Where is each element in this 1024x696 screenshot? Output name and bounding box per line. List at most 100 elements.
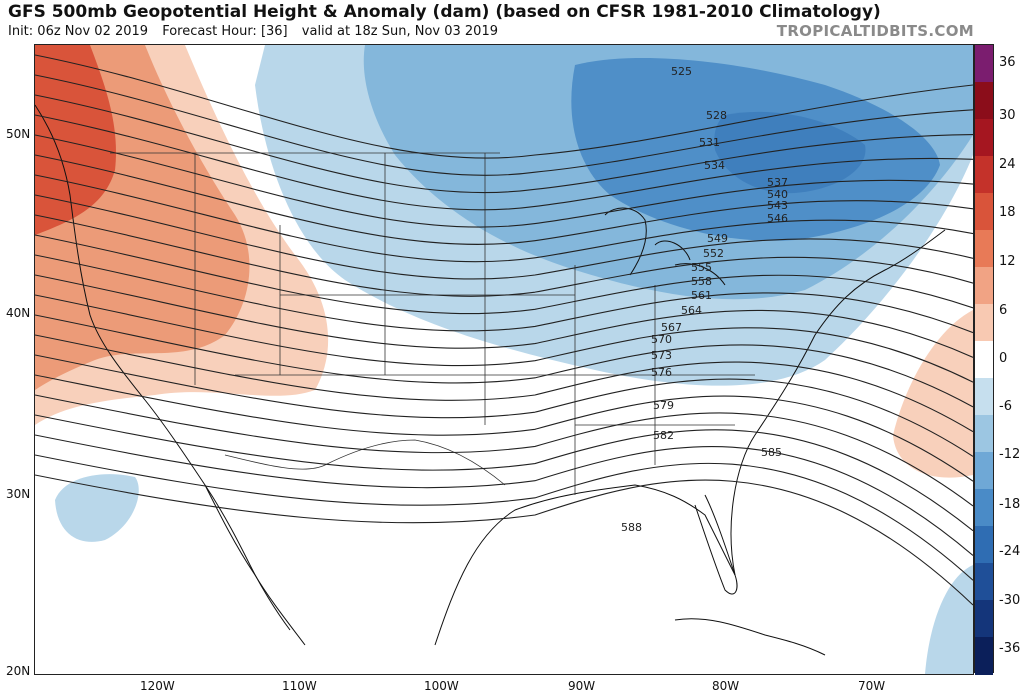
colorbar-tick-label: 30 [999, 108, 1016, 123]
colorbar-segment [975, 637, 993, 675]
height-contour-line [35, 174, 973, 263]
forecast-hour: Forecast Hour: [36] [162, 24, 288, 39]
init-time: Init: 06z Nov 02 2019 [8, 24, 149, 39]
height-contour-label: 585 [761, 446, 782, 459]
colorbar-tick-label: 12 [999, 254, 1016, 269]
height-contour-label: 546 [767, 212, 788, 225]
colorbar-tick-label: -36 [999, 641, 1021, 656]
height-contour-label: 564 [681, 304, 702, 317]
height-contour-line [35, 134, 973, 228]
us-mexico-border [224, 439, 506, 486]
map-title: GFS 500mb Geopotential Height & Anomaly … [8, 2, 881, 22]
anomaly-shading [35, 45, 973, 674]
coastlines [35, 104, 946, 656]
colorbar-segment [975, 526, 993, 564]
height-contour-label: 531 [699, 136, 720, 149]
height-contour-label: 561 [691, 289, 712, 302]
height-contour-line [35, 194, 973, 280]
anomaly-colorbar [974, 44, 994, 675]
colorbar-tick-label: 0 [999, 351, 1008, 366]
gulf-coast [434, 484, 736, 646]
height-contour-label: 549 [707, 232, 728, 245]
height-contours [35, 54, 973, 606]
height-contour-label: 537 [767, 176, 788, 189]
height-contour-line [35, 434, 973, 556]
colorbar-segment [975, 267, 993, 305]
lat-label-30n: 30N [6, 487, 31, 501]
height-contour-line [35, 94, 973, 194]
height-contour-line [35, 414, 973, 532]
height-contour-line [35, 274, 973, 358]
height-contour-label: 558 [691, 275, 712, 288]
colorbar-segment [975, 156, 993, 194]
political-borders [110, 152, 755, 495]
negative-anomaly-core [714, 111, 866, 194]
height-contour-label: 573 [651, 349, 672, 362]
colorbar-tick-label: 6 [999, 303, 1008, 318]
height-contour-label: 588 [621, 521, 642, 534]
colorbar-segment [975, 563, 993, 601]
height-contour-line [35, 394, 973, 507]
colorbar-tick-label: 36 [999, 55, 1016, 70]
colorbar-segment [975, 489, 993, 527]
height-contour-label: 525 [671, 65, 692, 78]
colorbar-segment [975, 82, 993, 120]
lon-label-100w: 100W [424, 679, 459, 693]
height-contour-line [35, 74, 973, 176]
positive-anomaly-atlantic [893, 310, 973, 478]
height-contour-line [35, 234, 973, 315]
height-contour-line [35, 114, 973, 211]
colorbar-segment [975, 230, 993, 268]
height-contour-label: 528 [706, 109, 727, 122]
lat-label-20n: 20N [6, 664, 31, 678]
height-contour-line [35, 454, 973, 581]
colorbar-segment [975, 452, 993, 490]
florida [694, 494, 738, 595]
colorbar-segment [975, 119, 993, 157]
height-contour-line [35, 474, 973, 606]
height-contour-line [35, 54, 973, 159]
east-coast [730, 229, 946, 576]
height-contour-label: 582 [653, 429, 674, 442]
lon-label-110w: 110W [282, 679, 317, 693]
colorbar-segment [975, 378, 993, 416]
baja-peninsula [204, 484, 291, 631]
lon-label-120w: 120W [140, 679, 175, 693]
brand-watermark: TROPICALTIDBITS.COM [776, 22, 974, 40]
height-contour-label: 540 [767, 188, 788, 201]
colorbar-tick-label: -18 [999, 497, 1021, 512]
height-contour-line [35, 154, 973, 245]
negative-anomaly-caribbean [925, 565, 973, 674]
height-contour-line [35, 294, 973, 383]
height-contour-line [35, 214, 973, 297]
map-panel: 525 528 531 534 537 540 543 546 549 552 555 558 561 5… [34, 44, 974, 675]
height-contour-label: 555 [691, 261, 712, 274]
colorbar-segment [975, 304, 993, 342]
positive-anomaly-west-strong [35, 45, 116, 235]
colorbar-tick-label: -30 [999, 593, 1021, 608]
map-subtitle: Init: 06z Nov 02 2019 Forecast Hour: [36… [8, 24, 508, 39]
lat-label-40n: 40N [6, 306, 31, 320]
colorbar-segment [975, 341, 993, 379]
colorbar-tick-label: -6 [999, 399, 1012, 414]
height-contour-line [35, 374, 973, 482]
colorbar-tick-label: -24 [999, 544, 1021, 559]
height-contour-line [35, 354, 973, 457]
cuba [674, 618, 826, 656]
colorbar-tick-label: 18 [999, 205, 1016, 220]
height-contour-label: 552 [703, 247, 724, 260]
lon-label-90w: 90W [568, 679, 596, 693]
colorbar-segment [975, 600, 993, 638]
height-contour-label: 576 [651, 366, 672, 379]
lon-label-70w: 70W [858, 679, 886, 693]
height-contour-label: 579 [653, 399, 674, 412]
colorbar-segment [975, 193, 993, 231]
lon-label-80w: 80W [712, 679, 740, 693]
height-contour-line [35, 314, 973, 408]
height-contour-label: 534 [704, 159, 725, 172]
colorbar-segment [975, 45, 993, 83]
height-contour-label: 570 [651, 333, 672, 346]
lat-label-50n: 50N [6, 127, 31, 141]
